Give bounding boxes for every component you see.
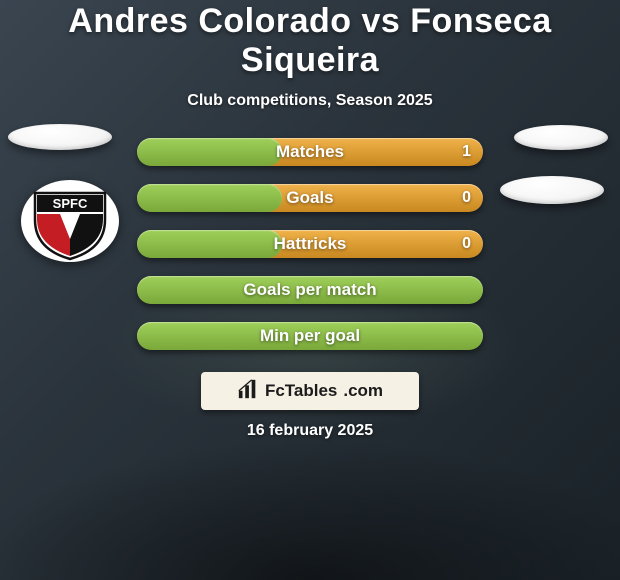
stat-label: Matches — [276, 142, 344, 162]
brand-name: FcTables — [265, 381, 337, 401]
brand-suffix: .com — [343, 381, 383, 401]
stat-fill — [137, 184, 282, 212]
stat-value: 1 — [462, 143, 471, 161]
stat-fill — [137, 138, 282, 166]
stat-fill — [137, 230, 282, 258]
stat-row-hattricks: Hattricks 0 — [137, 230, 483, 258]
stat-row-goals: Goals 0 — [137, 184, 483, 212]
page-title: Andres Colorado vs Fonseca Siqueira — [0, 2, 620, 80]
stat-label: Hattricks — [274, 234, 347, 254]
subtitle: Club competitions, Season 2025 — [0, 92, 620, 110]
date: 16 february 2025 — [0, 422, 620, 440]
bars-icon — [237, 378, 259, 405]
brand-box: FcTables .com — [201, 372, 419, 410]
stat-value: 0 — [462, 235, 471, 253]
stat-label: Min per goal — [260, 326, 360, 346]
stat-row-min-per-goal: Min per goal — [137, 322, 483, 350]
stat-rows: Matches 1 Goals 0 Hattricks 0 Goals per … — [0, 138, 620, 350]
stat-row-goals-per-match: Goals per match — [137, 276, 483, 304]
stat-label: Goals — [286, 188, 333, 208]
stat-row-matches: Matches 1 — [137, 138, 483, 166]
infographic: Andres Colorado vs Fonseca Siqueira Club… — [0, 0, 620, 440]
stat-value: 0 — [462, 189, 471, 207]
stat-label: Goals per match — [243, 280, 376, 300]
